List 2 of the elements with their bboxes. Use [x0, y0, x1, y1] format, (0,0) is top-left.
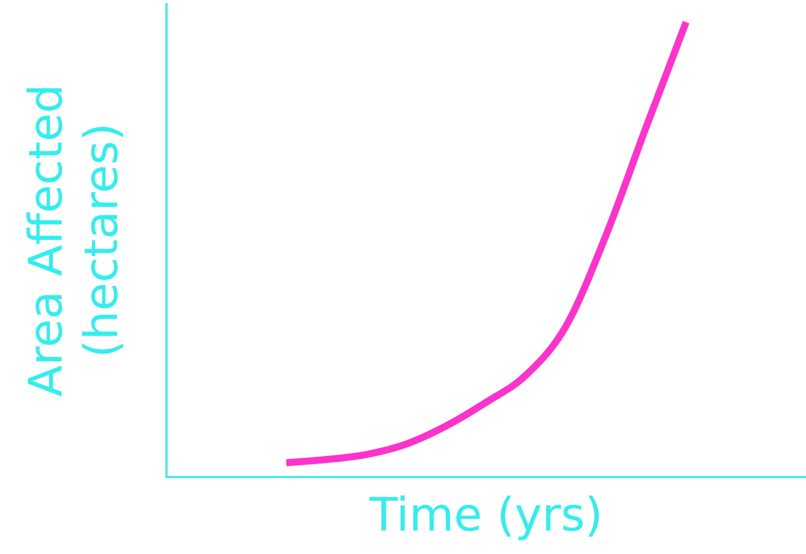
y-axis-title: Area Affected (hectares)	[18, 84, 128, 397]
x-axis-title: Time (yrs)	[368, 487, 603, 542]
